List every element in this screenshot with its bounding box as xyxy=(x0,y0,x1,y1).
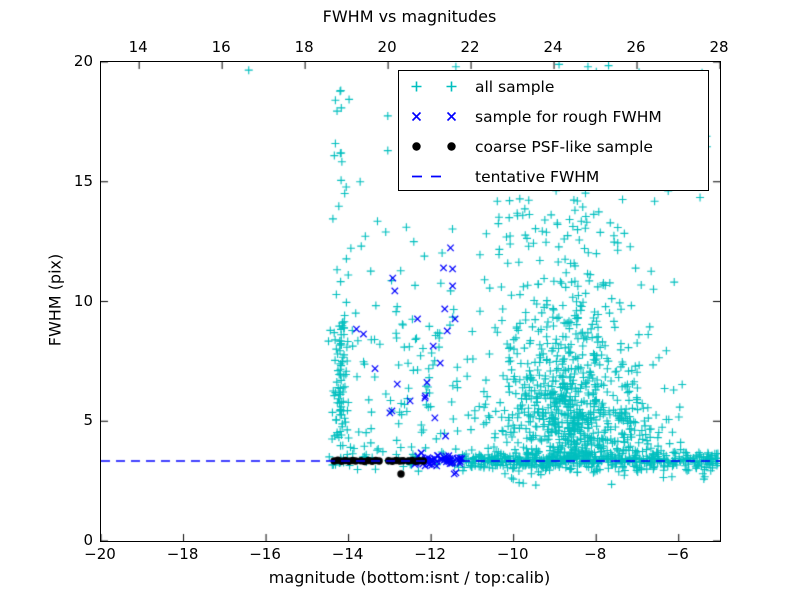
dot-marker-icon xyxy=(412,142,421,151)
x-tick-label-bottom: −18 xyxy=(166,545,199,563)
legend: all sample sample for rough FWHM coarse … xyxy=(398,70,709,191)
legend-entry-all-sample: all sample xyxy=(399,72,708,101)
legend-label-all-sample: all sample xyxy=(475,77,555,96)
x-tick-label-bottom: −8 xyxy=(584,545,607,563)
chart-title: FWHM vs magnitudes xyxy=(322,7,497,26)
x-tick-label-top: 28 xyxy=(709,38,729,56)
x-marker-icon xyxy=(446,111,457,122)
x-tick-label-bottom: −10 xyxy=(496,545,529,563)
x-tick-label-bottom: −20 xyxy=(84,545,116,563)
legend-label-psf-sample: coarse PSF-like sample xyxy=(475,137,653,156)
y-tick-label: 15 xyxy=(73,171,93,190)
x-marker-icon xyxy=(411,111,422,122)
plus-marker-icon xyxy=(446,81,457,92)
x-tick-label-top: 22 xyxy=(460,38,480,56)
legend-entry-tentative-fwhm: tentative FWHM xyxy=(399,162,708,191)
y-tick-label: 20 xyxy=(73,52,93,70)
y-tick-label: 0 xyxy=(83,531,93,549)
dashed-line-icon xyxy=(412,175,444,178)
x-tick-label-bottom: −14 xyxy=(331,545,364,563)
x-axis-label: magnitude (bottom:isnt / top:calib) xyxy=(268,568,551,587)
plus-marker-icon xyxy=(411,81,422,92)
legend-entry-psf-sample: coarse PSF-like sample xyxy=(399,132,708,161)
x-tick-label-bottom: −12 xyxy=(414,545,446,563)
legend-label-tentative-fwhm: tentative FWHM xyxy=(475,167,600,186)
y-tick-label: 10 xyxy=(73,291,93,310)
y-tick-label: 5 xyxy=(83,411,93,430)
x-tick-label-top: 24 xyxy=(543,38,563,56)
x-tick-label-top: 20 xyxy=(377,38,397,56)
x-tick-label-top: 18 xyxy=(294,38,314,56)
x-tick-label-top: 16 xyxy=(211,38,231,56)
x-tick-label-bottom: −6 xyxy=(666,545,689,563)
x-tick-label-top: 26 xyxy=(626,38,646,56)
x-tick-label-bottom: −16 xyxy=(249,545,281,563)
legend-entry-rough-fwhm: sample for rough FWHM xyxy=(399,102,708,131)
x-tick-label-top: 14 xyxy=(128,38,148,56)
dot-marker-icon xyxy=(447,142,456,151)
legend-label-rough-fwhm: sample for rough FWHM xyxy=(475,107,662,126)
